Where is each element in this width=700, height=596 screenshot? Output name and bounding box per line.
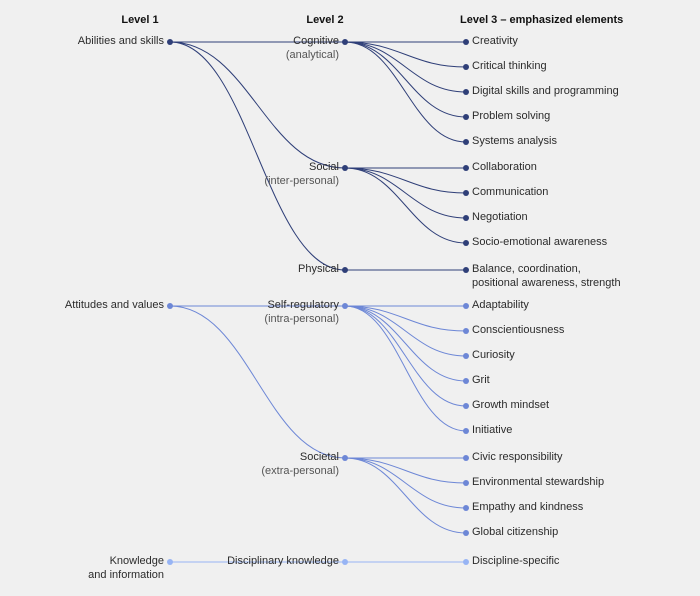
edge — [345, 42, 466, 67]
edge — [345, 306, 466, 431]
l3-dot-disciplinary-0 — [463, 559, 469, 565]
l2-dot-selfreg — [342, 303, 348, 309]
edge — [345, 168, 466, 218]
l3-dot-cognitive-1 — [463, 64, 469, 70]
l3-dot-societal-0 — [463, 455, 469, 461]
edge — [345, 168, 466, 243]
l3-dot-social-3 — [463, 240, 469, 246]
edge — [345, 306, 466, 356]
l3-dot-societal-3 — [463, 530, 469, 536]
l2-label-selfreg: Self-regulatory (intra-personal) — [264, 299, 339, 327]
l1-label-abilities: Abilities and skills — [78, 35, 164, 49]
l3-dot-selfreg-1 — [463, 328, 469, 334]
l3-dot-selfreg-2 — [463, 353, 469, 359]
edge — [345, 42, 466, 117]
l1-label-knowledge-text: Knowledge and information — [88, 555, 164, 581]
l3-dot-social-1 — [463, 190, 469, 196]
l3-dot-cognitive-0 — [463, 39, 469, 45]
header-level-3: Level 3 – emphasized elements — [460, 14, 623, 26]
l2-label-disciplinary: Disciplinary knowledge — [227, 555, 339, 569]
edge — [345, 306, 466, 331]
l3-dot-selfreg-0 — [463, 303, 469, 309]
header-level-2: Level 2 — [285, 14, 365, 26]
edge — [345, 168, 466, 193]
l1-dot-abilities — [167, 39, 173, 45]
edge — [345, 306, 466, 381]
l3-dot-cognitive-2 — [463, 89, 469, 95]
edge — [345, 42, 466, 92]
l3-dot-societal-1 — [463, 480, 469, 486]
l3-label-cognitive-2: Digital skills and programming — [472, 85, 619, 99]
edge — [345, 42, 466, 142]
l2-dot-cognitive — [342, 39, 348, 45]
edge — [345, 458, 466, 533]
l3-dot-cognitive-4 — [463, 139, 469, 145]
l3-label-social-1: Communication — [472, 186, 548, 200]
skills-tree-diagram: Level 1 Level 2 Level 3 – emphasized eleme… — [0, 0, 700, 596]
l2-label-social: Social (inter-personal) — [264, 161, 339, 189]
l3-dot-selfreg-5 — [463, 428, 469, 434]
l3-dot-selfreg-4 — [463, 403, 469, 409]
l3-dot-selfreg-3 — [463, 378, 469, 384]
l3-label-selfreg-1: Conscientiousness — [472, 324, 564, 338]
l3-label-social-2: Negotiation — [472, 211, 528, 225]
l3-label-selfreg-4: Growth mindset — [472, 399, 549, 413]
l3-label-social-3: Socio-emotional awareness — [472, 236, 607, 250]
header-level-1: Level 1 — [100, 14, 180, 26]
l3-label-societal-2: Empathy and kindness — [472, 501, 583, 515]
l3-dot-physical-0 — [463, 267, 469, 273]
l3-dot-social-0 — [463, 165, 469, 171]
l3-label-social-0: Collaboration — [472, 161, 537, 175]
l3-label-selfreg-3: Grit — [472, 374, 490, 388]
l3-label-selfreg-5: Initiative — [472, 424, 512, 438]
l2-label-societal: Societal (extra-personal) — [261, 451, 339, 479]
l2-label-physical: Physical — [298, 263, 339, 277]
l3-label-selfreg-0: Adaptability — [472, 299, 529, 313]
edge — [345, 458, 466, 508]
edge — [345, 458, 466, 483]
l2-dot-societal — [342, 455, 348, 461]
l2-label-cognitive: Cognitive (analytical) — [286, 35, 339, 63]
l2-label-disciplinary-text: Disciplinary knowledge — [227, 555, 339, 567]
l1-label-attitudes-text: Attitudes and values — [65, 299, 164, 311]
l2-dot-physical — [342, 267, 348, 273]
l2-label-societal-sub: (extra-personal) — [261, 465, 339, 477]
l3-dot-social-2 — [463, 215, 469, 221]
l3-label-societal-3: Global citizenship — [472, 526, 558, 540]
l1-label-abilities-text: Abilities and skills — [78, 35, 164, 47]
edge — [170, 306, 345, 458]
l3-label-cognitive-4: Systems analysis — [472, 135, 557, 149]
edge — [170, 42, 345, 270]
l1-dot-attitudes — [167, 303, 173, 309]
l3-label-cognitive-0: Creativity — [472, 35, 518, 49]
l3-label-selfreg-2: Curiosity — [472, 349, 515, 363]
l3-label-societal-0: Civic responsibility — [472, 451, 562, 465]
l3-label-physical-0: Balance, coordination, positional awaren… — [472, 263, 621, 291]
l3-label-cognitive-1: Critical thinking — [472, 60, 547, 74]
l1-label-knowledge: Knowledge and information — [88, 555, 164, 583]
l2-label-social-text: Social — [309, 161, 339, 173]
l3-dot-societal-2 — [463, 505, 469, 511]
l2-label-selfreg-text: Self-regulatory — [267, 299, 339, 311]
l2-label-cognitive-text: Cognitive — [293, 35, 339, 47]
l1-dot-knowledge — [167, 559, 173, 565]
l2-label-selfreg-sub: (intra-personal) — [264, 313, 339, 325]
l2-dot-disciplinary — [342, 559, 348, 565]
l3-dot-cognitive-3 — [463, 114, 469, 120]
l2-label-cognitive-sub: (analytical) — [286, 49, 339, 61]
l2-label-societal-text: Societal — [300, 451, 339, 463]
l2-label-social-sub: (inter-personal) — [264, 175, 339, 187]
l1-label-attitudes: Attitudes and values — [65, 299, 164, 313]
l2-label-physical-text: Physical — [298, 263, 339, 275]
l2-dot-social — [342, 165, 348, 171]
l3-label-disciplinary-0: Discipline-specific — [472, 555, 559, 569]
l3-label-cognitive-3: Problem solving — [472, 110, 550, 124]
edge — [345, 306, 466, 406]
l3-label-societal-1: Environmental stewardship — [472, 476, 604, 490]
